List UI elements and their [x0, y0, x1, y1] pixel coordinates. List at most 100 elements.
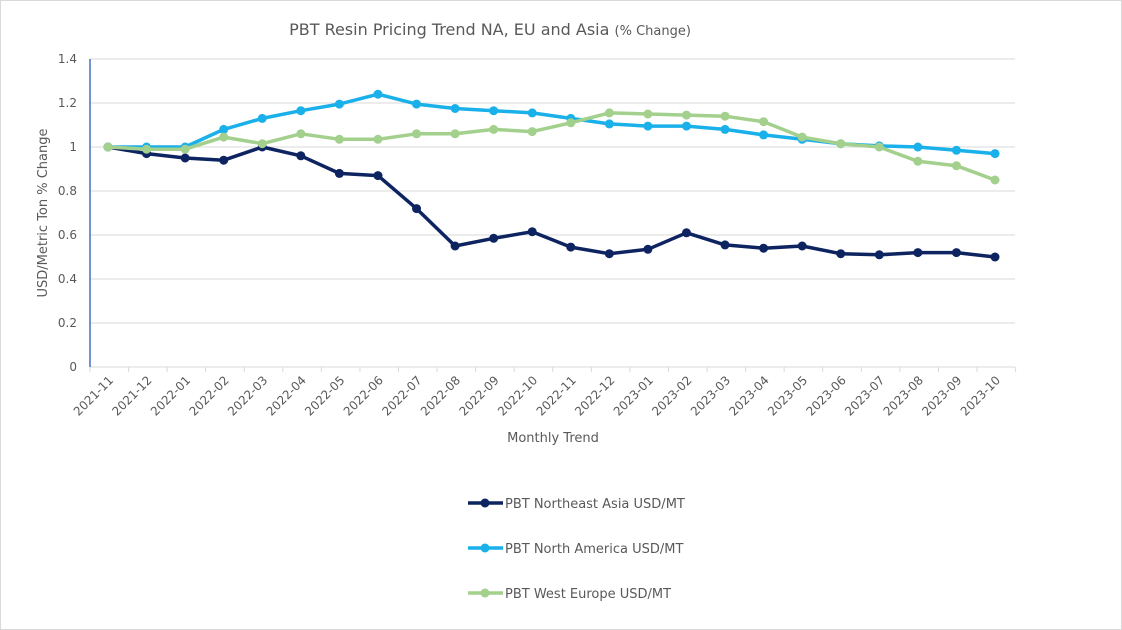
- legend-label: PBT Northeast Asia USD/MT: [505, 497, 685, 512]
- x-tick-label: 2023-08: [881, 373, 926, 418]
- y-tick-label: 1: [69, 140, 77, 154]
- chart-title-suffix: (% Change): [615, 24, 691, 39]
- x-tick-label: 2023-10: [958, 373, 1003, 418]
- legend: PBT Northeast Asia USD/MT PBT North Ameri…: [468, 497, 685, 602]
- data-point: [913, 248, 923, 258]
- x-tick-label: 2023-03: [688, 373, 733, 418]
- data-point: [180, 144, 190, 154]
- data-point: [874, 142, 884, 152]
- x-tick-label: 2023-06: [804, 373, 849, 418]
- x-tick-label: 2022-01: [148, 373, 193, 418]
- data-point: [142, 144, 152, 154]
- data-point: [759, 243, 769, 253]
- x-axis: 2021-112021-122022-012022-022022-032022-…: [71, 366, 1017, 419]
- x-tick-label: 2022-11: [534, 373, 579, 418]
- data-point: [759, 130, 769, 140]
- y-tick-label: 0: [69, 360, 77, 374]
- data-point: [527, 108, 537, 118]
- y-tick-label: 0.4: [58, 272, 77, 286]
- gridlines: [90, 58, 1015, 324]
- data-point: [180, 153, 190, 163]
- x-tick-label: 2021-11: [71, 373, 116, 418]
- data-point: [103, 142, 113, 152]
- data-point: [566, 118, 576, 128]
- data-point: [681, 110, 691, 120]
- data-point: [334, 168, 344, 178]
- series-0: [103, 142, 1000, 262]
- x-tick-label: 2022-02: [186, 373, 231, 418]
- data-point: [720, 111, 730, 121]
- series-2: [103, 108, 1000, 185]
- y-tick-label: 1.4: [58, 52, 77, 66]
- data-point: [296, 151, 306, 161]
- series-group: [103, 89, 1000, 262]
- data-point: [373, 89, 383, 99]
- data-point: [874, 250, 884, 260]
- series-line: [107, 145, 996, 259]
- legend-marker: [480, 588, 490, 598]
- data-point: [566, 242, 576, 252]
- x-tick-label: 2023-07: [842, 373, 887, 418]
- x-tick-label: 2022-04: [264, 373, 309, 418]
- y-tick-labels: 0 0.2 0.4 0.6 0.8 1 1.2 1.4: [58, 52, 77, 374]
- x-tick-label: 2022-06: [341, 373, 386, 418]
- data-point: [681, 228, 691, 238]
- data-point: [219, 124, 229, 134]
- x-tick-label: 2022-05: [302, 373, 347, 418]
- data-point: [257, 113, 267, 123]
- x-axis-label: Monthly Trend: [507, 431, 599, 446]
- legend-item: PBT West Europe USD/MT: [468, 587, 671, 602]
- y-tick-label: 0.6: [58, 228, 77, 242]
- data-point: [489, 106, 499, 116]
- x-tick-label: 2022-07: [379, 373, 424, 418]
- data-point: [219, 132, 229, 142]
- data-point: [643, 244, 653, 254]
- data-point: [643, 121, 653, 131]
- data-point: [412, 204, 422, 214]
- series-line: [107, 111, 996, 182]
- data-point: [219, 155, 229, 165]
- data-point: [527, 127, 537, 137]
- legend-item: PBT North America USD/MT: [468, 542, 683, 557]
- data-point: [913, 142, 923, 152]
- data-point: [720, 240, 730, 250]
- data-point: [412, 129, 422, 139]
- legend-item: PBT Northeast Asia USD/MT: [468, 497, 685, 512]
- data-point: [681, 121, 691, 131]
- x-tick-label: 2023-09: [919, 373, 964, 418]
- data-point: [489, 124, 499, 134]
- y-tick-label: 1.2: [58, 96, 77, 110]
- x-tick-label: 2022-09: [456, 373, 501, 418]
- legend-marker: [480, 498, 490, 508]
- legend-label: PBT North America USD/MT: [505, 542, 683, 557]
- data-point: [759, 117, 769, 127]
- data-point: [450, 241, 460, 251]
- data-point: [373, 134, 383, 144]
- y-axis-label: USD/Metric Ton % Change: [36, 128, 51, 297]
- data-point: [527, 227, 537, 237]
- x-tick-label: 2023-02: [649, 373, 694, 418]
- data-point: [990, 252, 1000, 262]
- data-point: [296, 106, 306, 116]
- y-tick-label: 0.2: [58, 316, 77, 330]
- legend-label: PBT West Europe USD/MT: [505, 587, 671, 602]
- data-point: [836, 249, 846, 259]
- chart-title-main: PBT Resin Pricing Trend NA, EU and Asia: [289, 20, 609, 39]
- x-tick-label: 2022-10: [495, 373, 540, 418]
- data-point: [797, 241, 807, 251]
- data-point: [450, 129, 460, 139]
- data-point: [643, 109, 653, 119]
- data-point: [604, 249, 614, 259]
- data-point: [450, 104, 460, 113]
- data-point: [990, 175, 1000, 185]
- data-point: [836, 139, 846, 149]
- series-1: [103, 89, 1000, 159]
- data-point: [951, 145, 961, 155]
- x-tick-label: 2021-12: [109, 373, 154, 418]
- data-point: [296, 129, 306, 139]
- x-tick-label: 2023-05: [765, 373, 810, 418]
- x-tick-label: 2023-04: [726, 373, 771, 418]
- x-tick-label: 2022-12: [572, 373, 617, 418]
- data-point: [720, 124, 730, 134]
